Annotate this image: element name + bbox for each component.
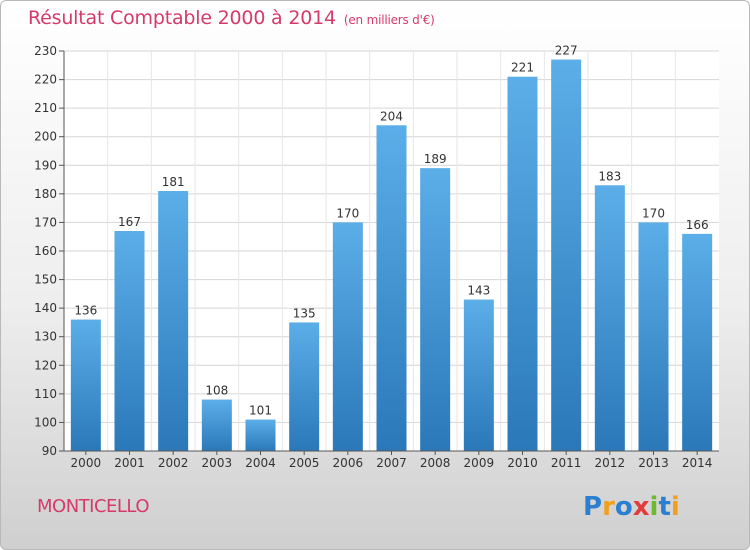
bar-value-label: 181 [162, 175, 185, 189]
x-tick-label: 2002 [158, 456, 189, 470]
logo-letter: t [658, 492, 671, 522]
bar-value-label: 170 [336, 206, 359, 220]
bar-value-label: 221 [511, 61, 534, 75]
bar-2002 [158, 191, 189, 451]
bar-value-label: 135 [293, 306, 316, 320]
bar-value-label: 183 [598, 169, 621, 183]
bar-2000 [70, 319, 101, 451]
x-tick-label: 2005 [289, 456, 320, 470]
bar-2009 [463, 299, 494, 451]
bar-value-label: 227 [555, 44, 578, 58]
chart-title: Résultat Comptable 2000 à 2014 [28, 7, 336, 29]
bar-2007 [376, 125, 407, 452]
logo-letter: P [583, 492, 603, 522]
bar-2013 [638, 222, 669, 451]
logo-letter: r [602, 492, 615, 522]
bar-2004 [245, 419, 276, 451]
x-tick-label: 2014 [682, 456, 713, 470]
y-tick-label: 220 [34, 73, 57, 87]
x-tick-label: 2000 [71, 456, 102, 470]
y-tick-label: 150 [34, 273, 57, 287]
y-tick-label: 110 [34, 387, 57, 401]
bar-value-label: 204 [380, 109, 403, 123]
y-tick-label: 210 [34, 101, 57, 115]
logo-letter: o [614, 492, 633, 522]
bar-value-label: 166 [686, 218, 709, 232]
y-tick-label: 190 [34, 158, 57, 172]
x-tick-label: 2012 [595, 456, 626, 470]
bar-value-label: 143 [467, 284, 490, 298]
x-tick-label: 2013 [638, 456, 669, 470]
y-tick-label: 120 [34, 358, 57, 372]
chart-title-block: Résultat Comptable 2000 à 2014 (en millie… [28, 7, 435, 29]
x-tick-label: 2007 [376, 456, 407, 470]
chart-subtitle: (en milliers d'€) [343, 13, 435, 27]
y-tick-label: 160 [34, 244, 57, 258]
bar-2012 [594, 185, 625, 452]
logo-letter: x [632, 492, 650, 522]
bar-value-label: 136 [74, 304, 97, 318]
x-tick-label: 2009 [464, 456, 495, 470]
logo-letter: i [670, 492, 680, 522]
y-tick-label: 180 [34, 187, 57, 201]
bar-value-label: 189 [424, 152, 447, 166]
location-name: MONTICELLO [37, 496, 150, 517]
y-tick-label: 230 [34, 44, 57, 58]
bar-value-label: 101 [249, 404, 272, 418]
y-tick-label: 200 [34, 130, 57, 144]
y-tick-label: 100 [34, 415, 57, 429]
bar-2011 [551, 59, 582, 451]
bar-2014 [682, 233, 713, 451]
bar-2008 [420, 168, 451, 451]
bar-2010 [507, 76, 538, 451]
x-tick-label: 2006 [333, 456, 364, 470]
bar-value-label: 167 [118, 215, 141, 229]
x-tick-label: 2003 [202, 456, 233, 470]
bar-value-label: 108 [205, 384, 228, 398]
x-tick-label: 2011 [551, 456, 582, 470]
x-tick-label: 2008 [420, 456, 451, 470]
bar-2005 [289, 322, 320, 451]
x-tick-label: 2001 [114, 456, 145, 470]
bar-value-label: 170 [642, 206, 665, 220]
x-tick-label: 2004 [245, 456, 276, 470]
y-tick-label: 140 [34, 301, 57, 315]
y-tick-label: 130 [34, 330, 57, 344]
bar-2006 [332, 222, 363, 451]
y-tick-label: 170 [34, 215, 57, 229]
y-tick-label: 90 [42, 444, 57, 458]
bar-2003 [201, 399, 232, 451]
logo-letter: i [649, 492, 659, 522]
bar-2001 [114, 231, 145, 451]
x-tick-label: 2010 [507, 456, 538, 470]
